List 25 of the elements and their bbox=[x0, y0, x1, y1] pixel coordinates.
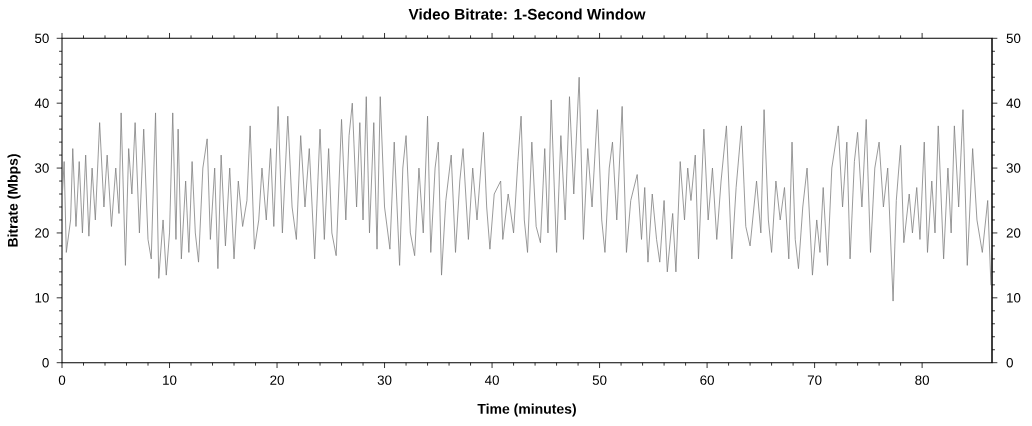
x-tick-label: 20 bbox=[270, 375, 284, 385]
y-axis-title: Bitrate (Mbps) bbox=[7, 154, 21, 247]
x-axis-title: Time (minutes) bbox=[477, 403, 576, 417]
x-tick-label: 60 bbox=[700, 375, 714, 385]
y-tick-label: 40 bbox=[34, 98, 49, 108]
y-tick-label: 50 bbox=[35, 33, 49, 44]
y2-tick-label: 0 bbox=[1006, 357, 1013, 368]
x-tick-label: 10 bbox=[163, 375, 177, 385]
x-tick-label: 70 bbox=[807, 375, 822, 385]
y2-tick-label: 30 bbox=[1006, 163, 1021, 173]
chart-title: Video Bitrate: 1-Second Window bbox=[408, 8, 646, 20]
y-tick-label: 10 bbox=[35, 293, 49, 303]
x-tick-label: 40 bbox=[484, 375, 499, 385]
y-tick-label: 0 bbox=[42, 357, 49, 368]
x-tick-label: 80 bbox=[915, 375, 930, 385]
y2-tick-label: 10 bbox=[1007, 293, 1021, 303]
y2-tick-label: 40 bbox=[1006, 98, 1021, 108]
x-tick-label: 30 bbox=[377, 375, 392, 385]
y2-tick-label: 20 bbox=[1006, 228, 1021, 238]
y-tick-label: 20 bbox=[35, 228, 49, 238]
x-tick-label: 0 bbox=[58, 375, 66, 385]
y2-tick-label: 50 bbox=[1006, 33, 1021, 44]
x-tick-label: 50 bbox=[592, 375, 607, 385]
y-tick-label: 30 bbox=[34, 163, 49, 173]
line-series bbox=[62, 76, 992, 302]
